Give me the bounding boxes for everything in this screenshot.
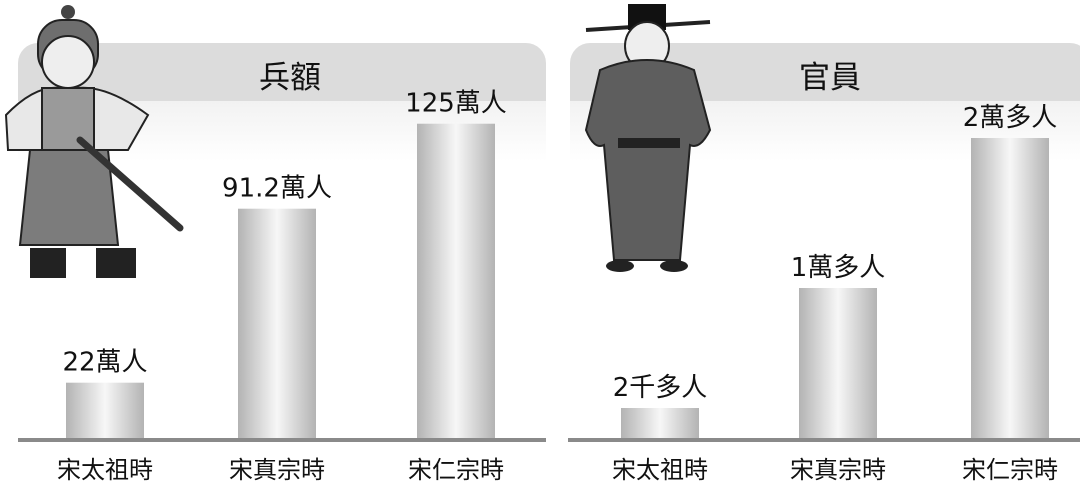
soldier-illustration	[4, 5, 184, 278]
bar-1	[238, 208, 316, 438]
value-label-2: 2萬多人	[963, 103, 1058, 133]
value-label-2: 125萬人	[405, 89, 507, 119]
category-label-0: 宋太祖時	[57, 456, 153, 484]
value-label-0: 22萬人	[62, 348, 147, 378]
bar-0	[621, 408, 699, 438]
category-label-0: 宋太祖時	[612, 456, 708, 484]
official-illustration	[584, 4, 712, 272]
chart-title: 官員	[799, 60, 861, 96]
chart-panel-military: 兵額 22萬人宋太祖時 91.2萬人 宋真宗時 125萬人宋仁宗時	[4, 5, 546, 484]
category-label-1: 宋真宗時	[790, 456, 886, 484]
value-label-1: 91.2萬人	[222, 174, 332, 204]
value-label-0: 2千多人	[613, 373, 708, 403]
category-label-2: 宋仁宗時	[962, 456, 1058, 484]
bar-0	[66, 382, 144, 438]
value-label-1: 1萬多人	[791, 253, 886, 283]
chart-title: 兵額	[259, 60, 321, 96]
bar-2	[417, 123, 495, 438]
bar-1	[799, 288, 877, 438]
bar-2	[971, 138, 1049, 438]
chart-panel-officials: 官員 2千多人宋太祖時 1萬多人宋真宗時 2萬多人宋仁宗時	[560, 0, 1080, 493]
category-label-1: 宋真宗時	[229, 456, 325, 484]
category-label-2: 宋仁宗時	[408, 456, 504, 484]
